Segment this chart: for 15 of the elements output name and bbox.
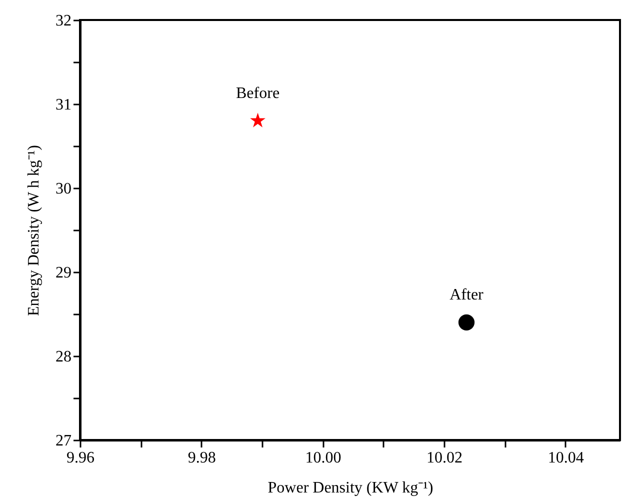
y-axis-title: Energy Density (W h kg⁻¹) (26, 145, 42, 316)
y-tick-label: 28 (56, 348, 72, 366)
x-tick-label: 10.02 (426, 450, 463, 466)
y-tick-label: 29 (56, 264, 72, 282)
x-tick-label: 10.04 (548, 450, 584, 466)
y-tick-label: 27 (56, 432, 72, 450)
annotation: After (450, 286, 484, 304)
x-axis-title: Power Density (KW kg⁻¹) (268, 480, 434, 496)
x-tick-label: 9.98 (188, 450, 216, 466)
x-tick-label: 10.00 (305, 450, 342, 466)
x-tick-label: 9.96 (66, 450, 94, 466)
y-tick-label: 30 (56, 180, 72, 198)
annotation: Before (236, 84, 280, 102)
y-tick-label: 32 (56, 12, 72, 30)
y-tick-label: 31 (56, 96, 72, 114)
